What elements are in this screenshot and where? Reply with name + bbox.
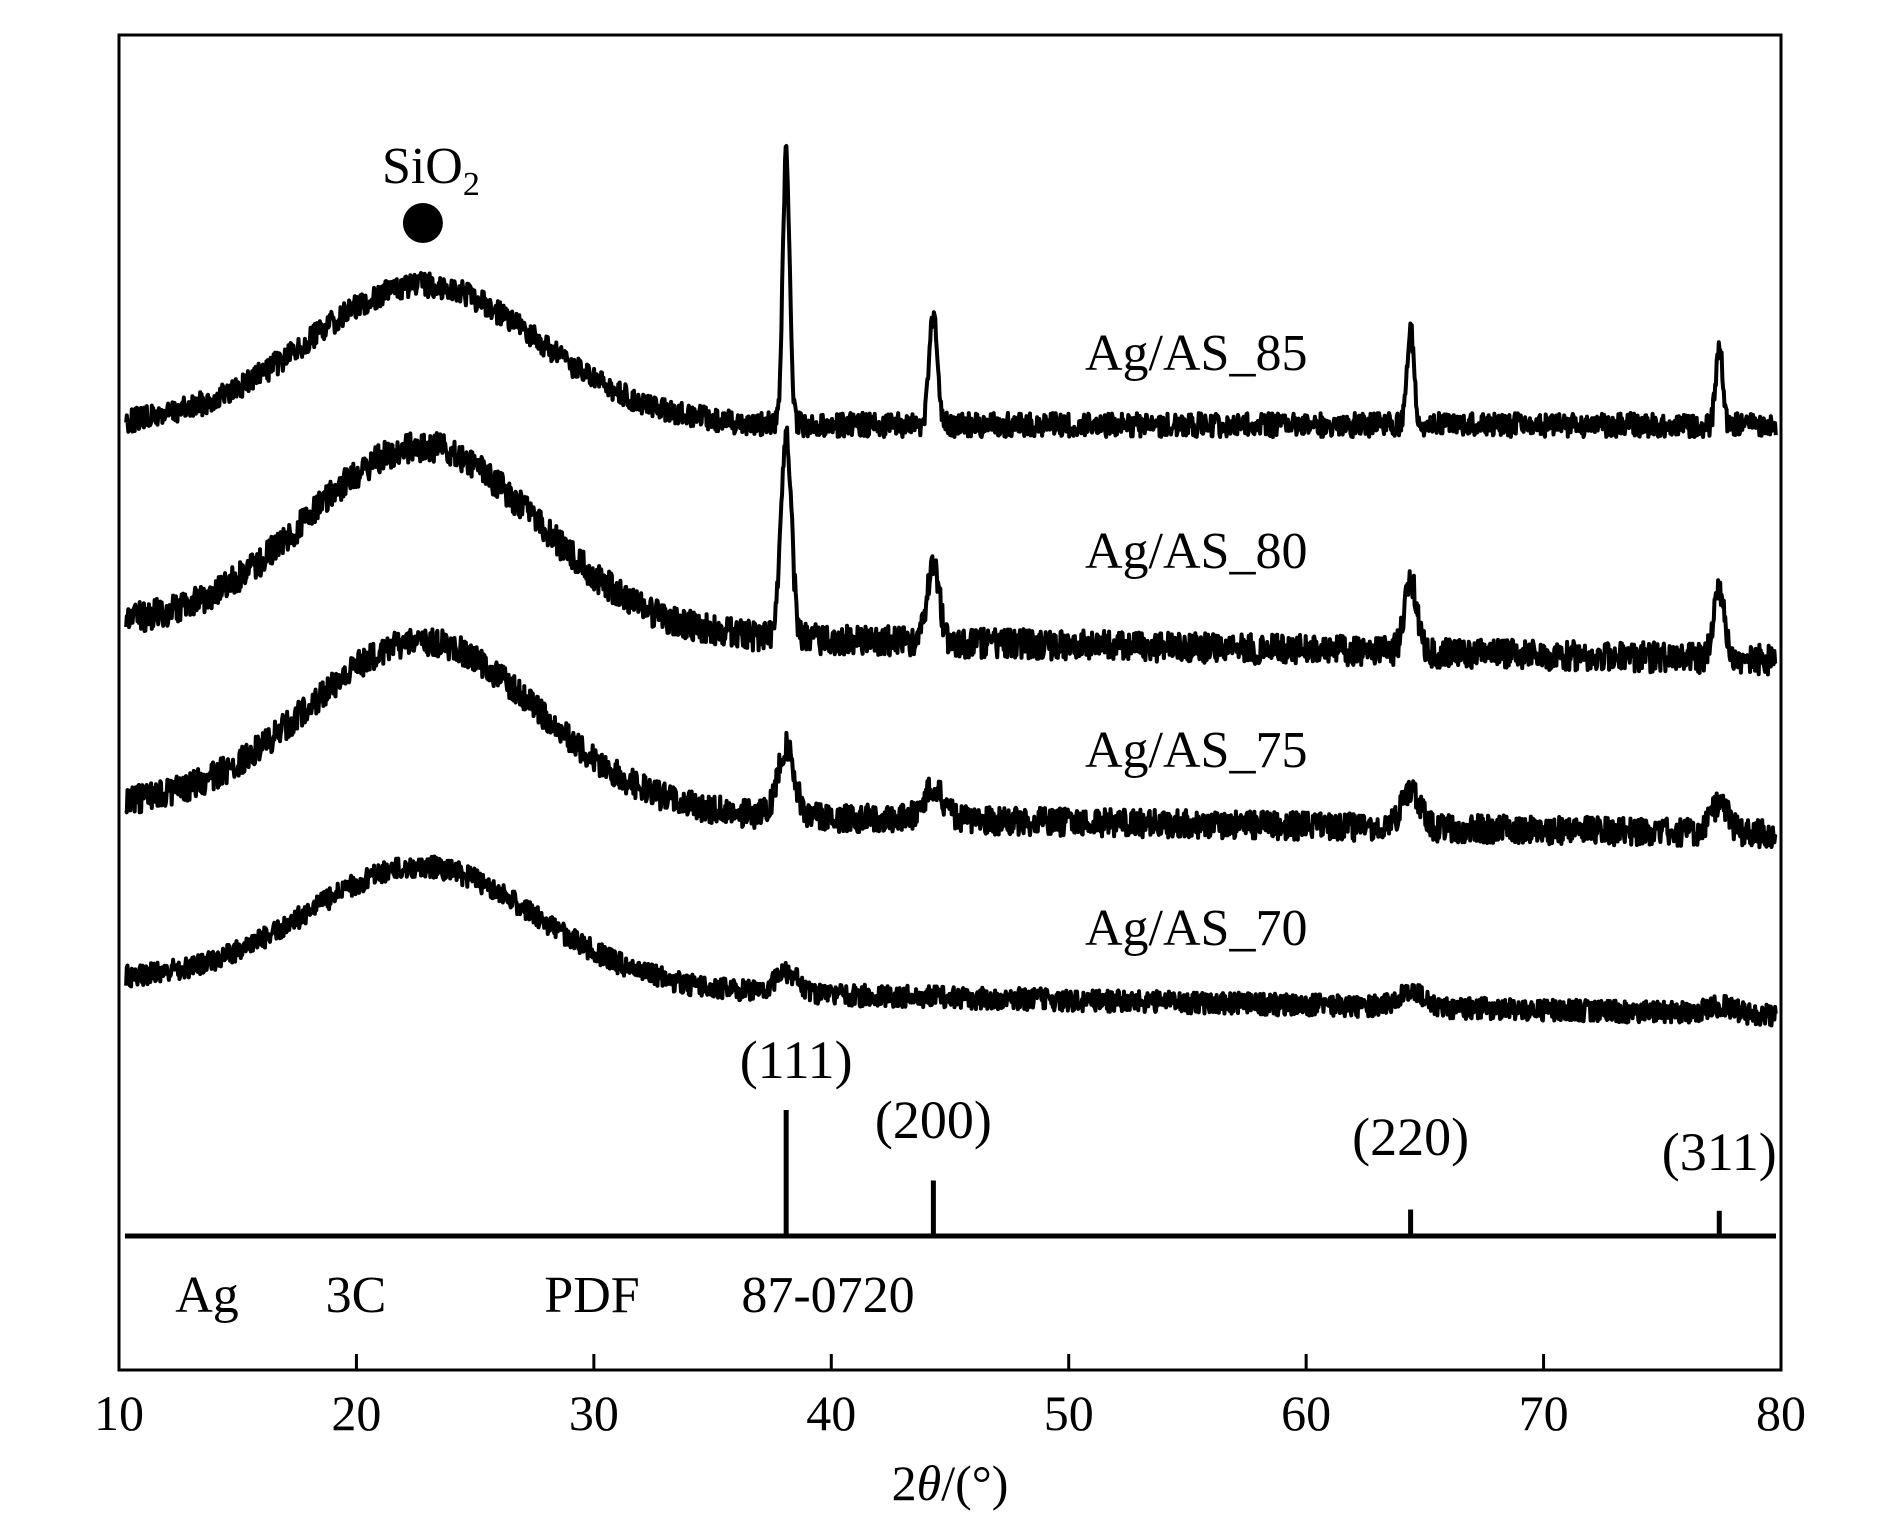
sio2-annotation: SiO2: [382, 138, 480, 243]
x-tick-label-2: 30: [569, 1385, 619, 1441]
ref-peak-label-1: (200): [875, 1090, 992, 1150]
sio2-label-main: SiO: [382, 138, 463, 195]
trace-ag-as-75: [124, 627, 1778, 850]
sio2-label: SiO2: [382, 138, 480, 203]
ref-label-part-2: PDF: [544, 1267, 639, 1324]
series-label-2: Ag/AS_75: [1085, 722, 1307, 779]
x-tick-label-7: 80: [1756, 1385, 1806, 1441]
series-labels: Ag/AS_85 Ag/AS_80 Ag/AS_75 Ag/AS_70: [1085, 325, 1307, 957]
series-label-0: Ag/AS_85: [1085, 325, 1307, 382]
x-axis-title-prefix: 2: [892, 1455, 917, 1511]
sio2-label-subscript: 2: [463, 166, 480, 203]
x-axis-tick-labels: 10 20 30 40 50 60 70 80: [94, 1385, 1806, 1441]
series-label-1: Ag/AS_80: [1085, 523, 1307, 580]
plot-frame: [117, 33, 1783, 1372]
x-tick-label-5: 60: [1281, 1385, 1331, 1441]
ref-peak-label-0: (111): [740, 1030, 853, 1090]
series-traces: [124, 144, 1778, 1028]
x-tick-label-3: 40: [806, 1385, 856, 1441]
ref-peak-label-2: (220): [1352, 1107, 1469, 1167]
trace-ag-as-85: [124, 144, 1778, 439]
ref-label-part-1: 3C: [326, 1267, 387, 1324]
x-axis-title-unit: /(°): [941, 1455, 1008, 1511]
series-label-3: Ag/AS_70: [1085, 900, 1307, 957]
x-tick-label-1: 20: [331, 1385, 381, 1441]
reference-peaks: (111) (200) (220) (311): [740, 1030, 1777, 1236]
ref-label-part-3: 87-0720: [741, 1267, 914, 1324]
trace-ag-as-70: [124, 854, 1778, 1028]
reference-pattern-label: Ag 3C PDF 87-0720: [175, 1267, 914, 1324]
ref-label-part-0: Ag: [175, 1267, 239, 1324]
x-axis-title-theta: θ: [917, 1455, 942, 1511]
sio2-marker-dot: [402, 203, 443, 243]
x-tick-label-0: 10: [94, 1385, 144, 1441]
trace-ag-as-80: [124, 425, 1778, 677]
x-tick-label-4: 50: [1044, 1385, 1094, 1441]
ref-peak-label-3: (311): [1662, 1122, 1777, 1182]
x-axis-title: 2θ/(°): [892, 1455, 1009, 1511]
x-tick-label-6: 70: [1519, 1385, 1569, 1441]
x-axis-ticks: [117, 1354, 1783, 1370]
